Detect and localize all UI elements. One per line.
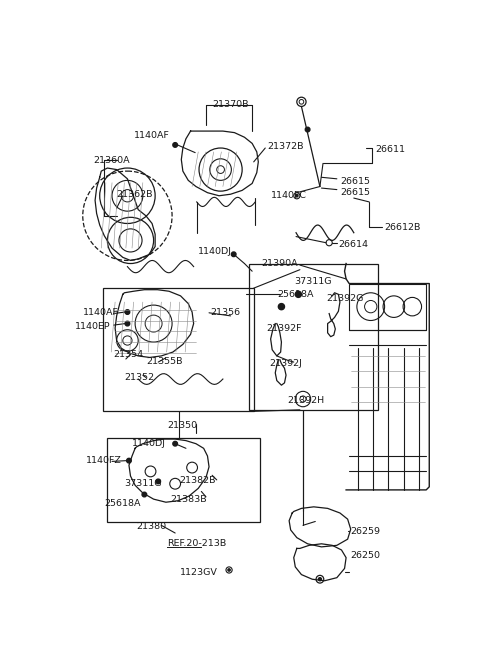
- Text: 25618A: 25618A: [277, 290, 313, 298]
- Text: 21392H: 21392H: [288, 396, 324, 405]
- Text: 21372B: 21372B: [267, 142, 304, 151]
- Circle shape: [173, 441, 178, 446]
- Text: 1140AF: 1140AF: [134, 131, 170, 140]
- Text: 21392F: 21392F: [266, 323, 301, 333]
- Text: REF.20-213B: REF.20-213B: [168, 539, 227, 548]
- Bar: [349, 283, 426, 330]
- Circle shape: [125, 321, 130, 326]
- Text: 21362B: 21362B: [117, 190, 153, 199]
- Text: 26614: 26614: [338, 240, 369, 249]
- Text: 21352: 21352: [124, 373, 155, 382]
- Text: 26250: 26250: [351, 552, 381, 560]
- Circle shape: [173, 142, 178, 147]
- Text: 21356: 21356: [211, 308, 240, 318]
- Text: 21380: 21380: [137, 522, 167, 531]
- Text: 26259: 26259: [351, 527, 381, 536]
- Circle shape: [295, 291, 301, 297]
- Bar: [249, 264, 378, 410]
- Text: 21354: 21354: [114, 350, 144, 359]
- Text: 1123GV: 1123GV: [180, 569, 217, 577]
- Text: 26615: 26615: [340, 188, 370, 197]
- Text: 26611: 26611: [375, 145, 405, 154]
- Circle shape: [318, 578, 322, 581]
- Circle shape: [127, 459, 131, 463]
- Text: 37311G: 37311G: [294, 277, 331, 287]
- Text: 1140DJ: 1140DJ: [132, 439, 166, 448]
- Circle shape: [228, 569, 230, 571]
- Circle shape: [125, 310, 130, 314]
- Text: 1140FC: 1140FC: [271, 191, 307, 200]
- Text: 25618A: 25618A: [104, 499, 141, 508]
- Circle shape: [296, 195, 298, 197]
- Text: 21360A: 21360A: [94, 155, 130, 165]
- Text: 21390A: 21390A: [262, 259, 298, 268]
- Text: 21383B: 21383B: [170, 495, 207, 504]
- Circle shape: [156, 479, 160, 483]
- Text: 26615: 26615: [340, 177, 370, 186]
- Text: 21382B: 21382B: [180, 476, 216, 485]
- Bar: [103, 288, 254, 411]
- Text: 1140FZ: 1140FZ: [86, 456, 122, 465]
- Text: 1140DJ: 1140DJ: [198, 247, 232, 256]
- Bar: [108, 438, 260, 522]
- Text: 21350: 21350: [168, 420, 198, 430]
- Text: 21370B: 21370B: [212, 100, 249, 110]
- Text: 26612B: 26612B: [384, 224, 421, 232]
- Text: 1140EP: 1140EP: [75, 322, 111, 331]
- Text: 1140AF: 1140AF: [83, 308, 119, 318]
- Circle shape: [142, 492, 147, 497]
- Circle shape: [231, 252, 236, 256]
- Text: 21355B: 21355B: [146, 358, 182, 367]
- Text: 21392J: 21392J: [269, 359, 302, 368]
- Circle shape: [305, 127, 310, 132]
- Text: 21392G: 21392G: [326, 295, 363, 303]
- Text: 37311G: 37311G: [124, 479, 162, 488]
- Circle shape: [278, 304, 285, 310]
